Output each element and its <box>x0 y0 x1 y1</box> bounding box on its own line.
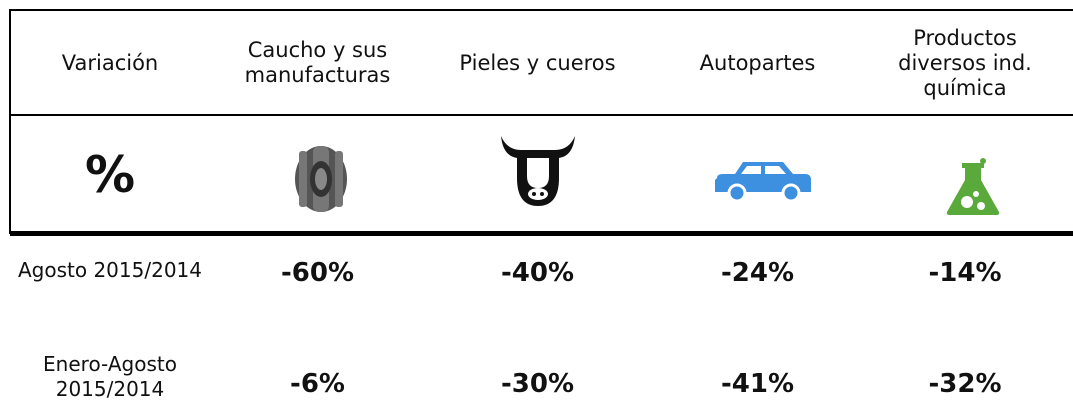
value-cell: -32% <box>928 368 1002 399</box>
top-border <box>10 9 1073 11</box>
header-cell: Autopartes <box>699 50 816 75</box>
header-cell: Productos diversos ind. química <box>898 25 1032 100</box>
thick-border <box>10 231 1073 236</box>
car-icon <box>715 162 811 202</box>
header-border <box>10 114 1073 116</box>
row-label: Enero-Agosto 2015/2014 <box>43 352 177 401</box>
value-cell: -6% <box>290 368 345 399</box>
value-cell: -24% <box>720 257 795 288</box>
header-cell: Caucho y sus manufacturas <box>244 38 391 87</box>
percent-symbol: % <box>84 146 136 204</box>
value-cell: -60% <box>280 257 355 288</box>
left-border <box>9 9 11 234</box>
value-cell: -40% <box>500 257 575 288</box>
row-label: Agosto 2015/2014 <box>17 257 202 282</box>
tire-icon <box>295 146 347 212</box>
cow-icon <box>501 136 575 206</box>
value-cell: -30% <box>500 368 575 399</box>
value-cell: -14% <box>928 257 1002 288</box>
value-cell: -41% <box>720 368 795 399</box>
header-cell: Variación <box>61 50 159 75</box>
header-cell: Pieles y cueros <box>459 50 616 75</box>
flask-icon <box>946 158 1000 215</box>
